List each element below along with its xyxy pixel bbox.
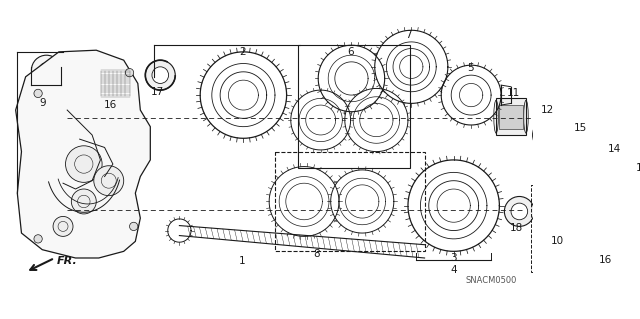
Text: 12: 12 [541, 105, 554, 115]
Circle shape [586, 147, 589, 150]
Text: 2: 2 [239, 47, 246, 57]
Text: 15: 15 [574, 123, 588, 133]
Circle shape [573, 148, 588, 163]
Bar [548, 214, 570, 236]
Circle shape [638, 189, 640, 197]
Circle shape [504, 197, 534, 226]
Bar [546, 208, 573, 241]
Circle shape [634, 185, 640, 202]
Text: 5: 5 [467, 63, 474, 73]
Text: 8: 8 [313, 249, 320, 259]
Text: FR.: FR. [57, 256, 78, 266]
Bar [496, 98, 526, 135]
Text: 3: 3 [451, 253, 457, 263]
Circle shape [572, 147, 575, 150]
Bar [499, 105, 524, 129]
Circle shape [34, 89, 42, 98]
Circle shape [34, 235, 42, 243]
Text: 16: 16 [599, 255, 612, 265]
Polygon shape [15, 50, 150, 258]
Circle shape [94, 166, 124, 196]
Circle shape [563, 137, 599, 174]
Text: 10: 10 [551, 236, 564, 246]
Circle shape [579, 144, 582, 147]
Text: 6: 6 [348, 47, 354, 57]
Circle shape [532, 118, 566, 152]
Text: 14: 14 [607, 144, 621, 154]
Text: 18: 18 [509, 223, 523, 233]
Circle shape [129, 222, 138, 231]
Circle shape [586, 161, 589, 165]
Text: 7: 7 [404, 30, 412, 40]
Circle shape [572, 161, 575, 165]
Text: 17: 17 [150, 87, 164, 97]
Text: 1: 1 [239, 256, 245, 266]
Bar [100, 70, 131, 97]
Circle shape [152, 67, 168, 84]
Text: 13: 13 [636, 163, 640, 173]
Circle shape [540, 125, 559, 145]
Circle shape [589, 154, 593, 157]
Circle shape [569, 154, 573, 157]
Circle shape [31, 55, 61, 85]
Text: 4: 4 [451, 265, 457, 275]
Circle shape [145, 60, 175, 90]
Circle shape [65, 146, 102, 182]
Circle shape [579, 164, 582, 167]
Circle shape [568, 143, 593, 168]
Circle shape [71, 189, 96, 214]
Text: SNACM0500: SNACM0500 [465, 276, 516, 285]
Text: 11: 11 [507, 88, 520, 99]
Bar [593, 227, 623, 256]
Circle shape [125, 69, 134, 77]
Bar [298, 45, 410, 168]
Text: 16: 16 [104, 100, 117, 110]
Circle shape [39, 63, 54, 78]
Text: 9: 9 [39, 98, 45, 108]
Circle shape [511, 203, 527, 220]
Circle shape [53, 216, 73, 236]
